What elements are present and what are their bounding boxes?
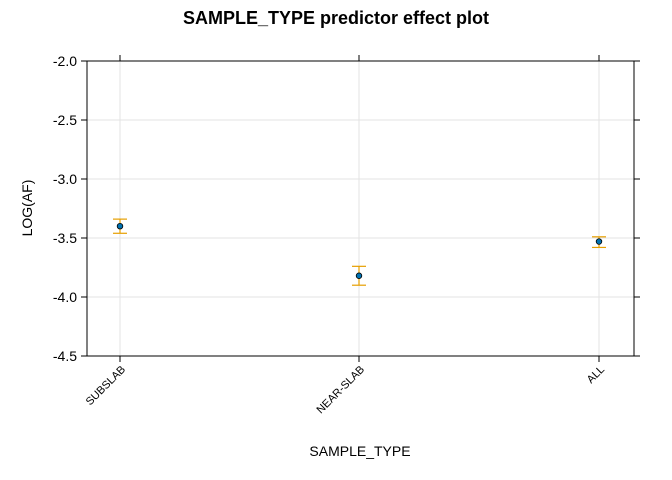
data-marks [113,218,606,286]
y-axis: -2.0 -2.5 -3.0 -3.5 -4.0 -4.5 [53,53,640,364]
plot-frame [86,60,635,357]
x-axis-label: SAMPLE_TYPE [309,443,410,459]
y-tick-label: -3.0 [53,171,77,187]
data-point [116,222,124,230]
y-tick-label: -2.5 [53,112,77,128]
grid-lines [87,60,634,357]
y-tick-label: -4.5 [53,348,77,364]
chart-title: SAMPLE_TYPE predictor effect plot [183,8,489,28]
x-axis: SUBSLAB NEAR-SLAB ALL [84,55,607,416]
y-tick-label: -4.0 [53,289,77,305]
y-axis-label: LOG(AF) [19,180,35,237]
data-point [355,272,363,279]
data-point [595,238,603,245]
x-tick-label: SUBSLAB [84,364,128,408]
x-tick-label: NEAR-SLAB [315,364,368,417]
y-tick-label: -3.5 [53,230,77,246]
y-tick-label: -2.0 [53,53,77,69]
x-tick-label: ALL [585,364,607,386]
